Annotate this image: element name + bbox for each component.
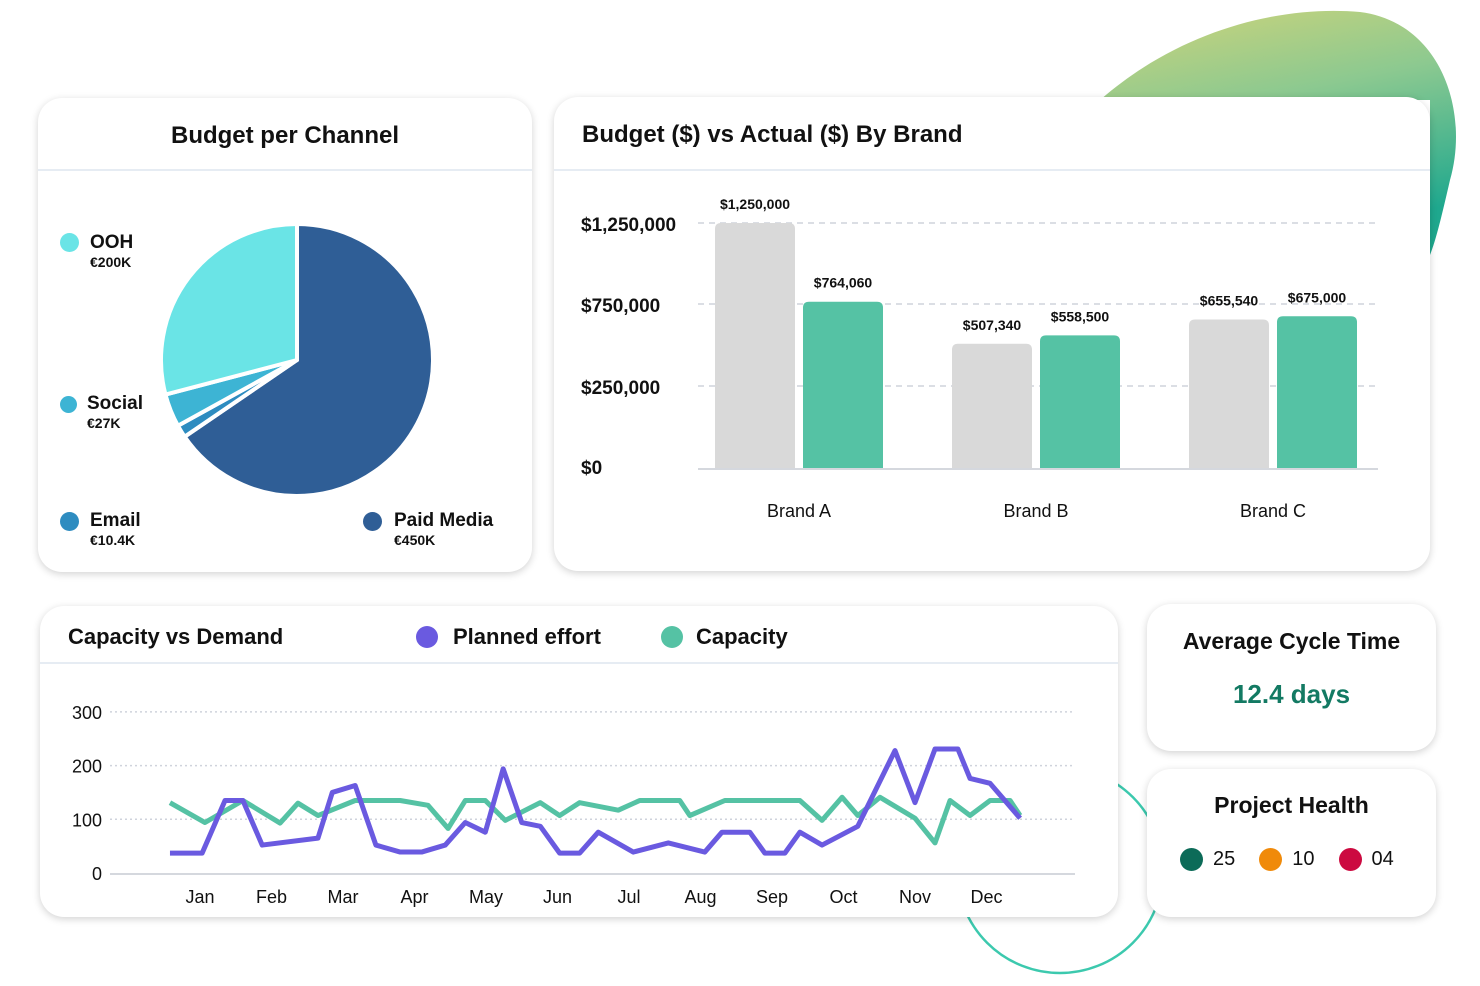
x-tick-label: Dec xyxy=(970,887,1002,907)
status-dot-red xyxy=(1338,848,1362,871)
x-tick-label: Oct xyxy=(829,887,857,907)
health-count: 10 xyxy=(1292,848,1315,870)
bar-brand-c-actual xyxy=(1277,316,1357,468)
x-tick-label: Apr xyxy=(400,887,428,907)
x-tick-label: Mar xyxy=(328,887,359,907)
legend-email: Email €10.4K xyxy=(90,510,141,548)
divider xyxy=(38,169,532,171)
average-cycle-time-card: Average Cycle Time 12.4 days xyxy=(1147,604,1436,751)
y-tick-label: $750,000 xyxy=(581,296,660,317)
x-tick-label: Feb xyxy=(256,887,287,907)
x-tick-label: Jun xyxy=(543,887,572,907)
legend-paid-media: Paid Media €450K xyxy=(394,510,493,548)
legend-planned-dot xyxy=(416,626,438,648)
legend-value: €27K xyxy=(87,415,121,431)
x-tick-label: Nov xyxy=(899,887,931,907)
bar-brand-b-actual xyxy=(1040,335,1120,468)
bar-value-label: $764,060 xyxy=(814,275,873,291)
legend-label: OOH xyxy=(90,232,134,253)
legend-value: €200K xyxy=(90,254,132,270)
legend-dot-social xyxy=(60,396,77,413)
cycle-time-value: 12.4 days xyxy=(1232,679,1351,709)
bar-value-label: $655,540 xyxy=(1200,292,1259,308)
bar-brand-a-actual xyxy=(803,301,883,468)
legend-social: Social €27K xyxy=(87,393,143,431)
card-title: Budget ($) vs Actual ($) By Brand xyxy=(582,121,963,148)
legend-label: Email xyxy=(90,510,141,531)
health-at-risk: 10 xyxy=(1259,848,1315,871)
capacity-vs-demand-card: Capacity vs Demand Planned effort Capaci… xyxy=(40,606,1118,917)
y-tick-label: 200 xyxy=(72,757,102,777)
legend-value: €450K xyxy=(394,532,436,548)
bar-brand-a-budget xyxy=(715,223,795,468)
pie-slice-ooh xyxy=(159,222,299,397)
y-tick-label: $250,000 xyxy=(581,378,660,399)
legend-capacity-dot xyxy=(661,626,683,648)
x-tick-label: Jan xyxy=(185,887,214,907)
series-line-planned-effort xyxy=(169,746,1023,856)
y-tick-label: 300 xyxy=(72,703,102,723)
card-title: Project Health xyxy=(1214,792,1369,818)
y-tick-label: $0 xyxy=(581,458,602,479)
legend-ooh: OOH €200K xyxy=(90,232,133,270)
bar-value-label: $558,500 xyxy=(1051,308,1110,324)
legend-label: Social xyxy=(87,393,143,414)
divider xyxy=(40,662,1118,664)
bar-brand-c-budget xyxy=(1189,319,1269,468)
bar-value-label: $507,340 xyxy=(963,317,1022,333)
status-dot-orange xyxy=(1259,848,1283,871)
project-health-card: Project Health 25 10 04 xyxy=(1147,769,1436,917)
status-dot-green xyxy=(1180,848,1203,871)
y-tick-label: $1,250,000 xyxy=(581,215,676,236)
legend-planned-label: Planned effort xyxy=(453,624,601,649)
x-tick-label: Sep xyxy=(756,887,788,907)
health-count: 04 xyxy=(1371,848,1394,870)
x-category-label: Brand B xyxy=(1003,501,1068,521)
card-title: Capacity vs Demand xyxy=(68,624,284,649)
bar-value-label: $1,250,000 xyxy=(720,196,790,212)
legend-capacity-label: Capacity xyxy=(696,624,788,649)
legend-dot-ooh xyxy=(60,233,79,252)
x-tick-label: Jul xyxy=(617,887,640,907)
x-tick-label: Aug xyxy=(684,887,716,907)
y-tick-label: 0 xyxy=(92,864,102,884)
legend-dot-paid-media xyxy=(363,512,382,531)
x-category-label: Brand A xyxy=(767,501,831,521)
pie-slice-paid-media xyxy=(182,222,435,498)
bar-value-label: $675,000 xyxy=(1288,289,1347,305)
series-line-capacity xyxy=(168,794,1023,846)
health-count: 25 xyxy=(1213,848,1236,870)
card-title: Budget per Channel xyxy=(170,122,399,149)
health-off-track: 04 xyxy=(1338,848,1394,871)
bar-brand-b-budget xyxy=(952,343,1032,468)
x-category-label: Brand C xyxy=(1240,501,1306,521)
health-on-track: 25 xyxy=(1180,848,1235,871)
y-tick-label: 100 xyxy=(72,810,102,830)
divider xyxy=(554,169,1430,171)
x-tick-label: May xyxy=(469,887,503,907)
legend-value: €10.4K xyxy=(90,532,136,548)
card-title: Average Cycle Time xyxy=(1182,628,1401,654)
legend-label: Paid Media xyxy=(394,510,494,531)
legend-dot-email xyxy=(60,512,79,531)
